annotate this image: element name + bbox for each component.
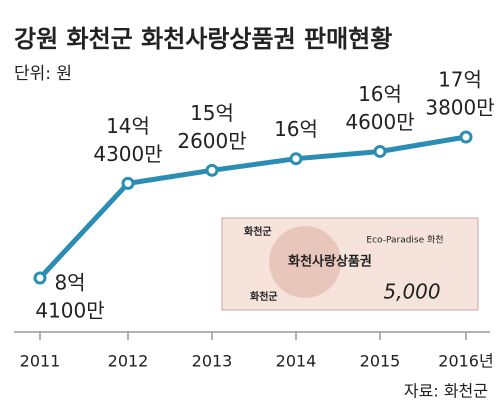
voucher xyxy=(221,217,479,311)
value-label: 17억 xyxy=(438,68,482,92)
value-label: 2600만 xyxy=(177,129,246,153)
value-label: 15억 xyxy=(190,101,234,125)
voucher-emblem xyxy=(269,226,341,298)
point xyxy=(33,271,47,285)
chart-title: 강원 화천군 화천사랑상품권 판매현황 xyxy=(14,25,392,53)
voucher-issuer: 화천군 xyxy=(244,225,272,238)
x-tick-label: 2011 xyxy=(20,352,61,371)
value-label: 8억 xyxy=(54,271,85,295)
x-tick-label: 2012 xyxy=(108,352,149,371)
voucher-amount: 5,000 xyxy=(383,280,440,304)
point xyxy=(289,152,303,166)
point xyxy=(121,176,135,190)
value-label: 4100만 xyxy=(35,299,104,323)
point xyxy=(205,163,219,177)
point xyxy=(459,130,473,144)
x-tick-label: 2014 xyxy=(276,352,317,371)
value-label: 4300만 xyxy=(93,142,162,166)
voucher-image: 화천군 화천사랑상품권 Eco-Paradise 화천 5,000 화천군 xyxy=(221,217,479,311)
voucher-name: 화천사랑상품권 xyxy=(288,254,372,270)
x-tick-label: 2016년 xyxy=(438,352,493,371)
line xyxy=(38,134,467,280)
point xyxy=(373,144,387,158)
value-label: 14억 xyxy=(106,114,150,138)
voucher-issuer-bottom: 화천군 xyxy=(250,290,278,303)
voucher-slogan: Eco-Paradise 화천 xyxy=(366,235,443,246)
unit-label: 단위: 원 xyxy=(14,64,72,84)
value-label: 3800만 xyxy=(425,96,494,120)
source: 자료: 화천군 xyxy=(404,382,488,401)
x-tick-label: 2013 xyxy=(192,352,233,371)
value-label: 16억 xyxy=(358,82,402,106)
value-label: 4600만 xyxy=(345,110,414,134)
value-label: 16억 xyxy=(274,117,318,141)
x-tick-label: 2015 xyxy=(360,352,401,371)
